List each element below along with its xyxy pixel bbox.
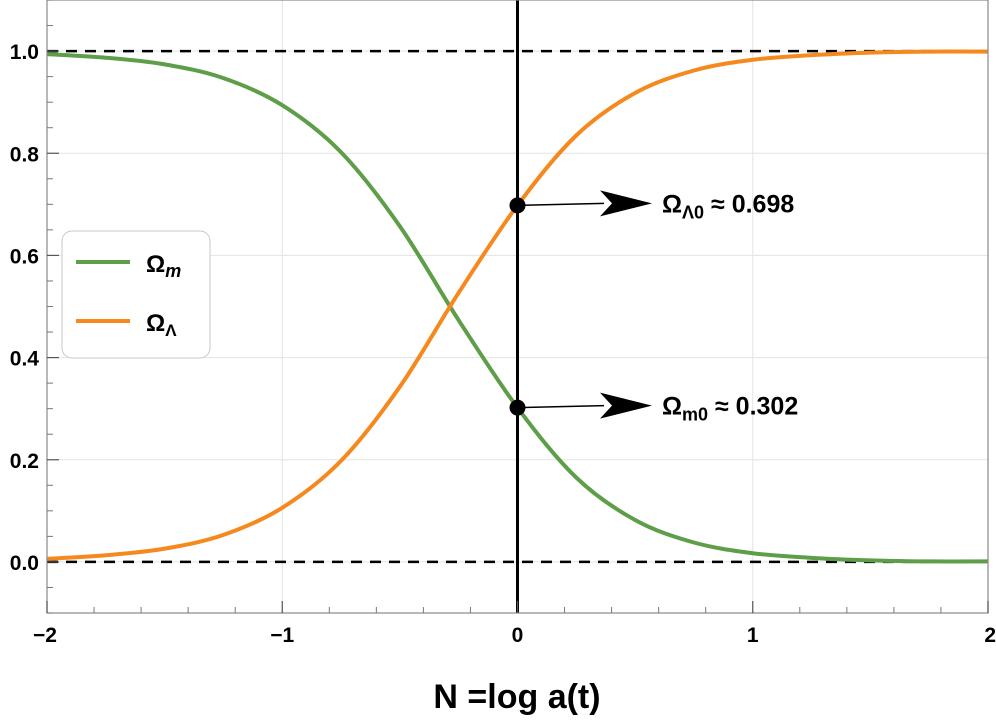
tick-labels: −2 −1 0 1 2 0.0 0.2 0.4 0.6 0.8 1.0 [10,41,996,647]
x-tick-label: 2 [984,624,996,647]
y-tick-label: 0.2 [10,450,39,473]
y-tick-label: 0.4 [10,348,40,371]
annotation-arrow-head [600,190,652,217]
x-axis-title: N =log a(t) [433,678,600,716]
x-tick-label: 1 [747,624,759,647]
series-layer [46,49,989,564]
legend-box [61,230,211,359]
annotation-arrow-head [600,392,652,419]
y-tick-label: 1.0 [10,41,39,64]
series-line-omega-m [46,52,989,564]
annotation-arrow-shaft [517,404,605,409]
y-tick-label: 0.8 [10,143,40,166]
x-tick-label: −2 [33,624,57,647]
annotation-layer: ΩΛ0 ≈ 0.698 Ωm0 ≈ 0.302 [509,190,798,425]
y-tick-label: 0.6 [10,245,39,268]
tick-marks [46,0,989,614]
annotation-omega-lambda0: ΩΛ0 ≈ 0.698 [662,190,794,222]
annotation-omega-m0: Ωm0 ≈ 0.302 [662,393,798,425]
annotation-point [509,197,526,214]
x-tick-label: 0 [512,624,524,647]
legend-label-omega-lambda: ΩΛ [146,310,177,340]
reference-lines [47,0,988,613]
annotation-arrow-shaft [517,202,605,207]
y-tick-label: 0.0 [10,552,39,575]
series-line-omega-lambda [46,49,989,561]
annotation-point [509,399,526,416]
legend-label-omega-m: Ωm [146,251,181,281]
x-tick-label: −1 [270,624,294,647]
legend: Ωm ΩΛ [61,230,211,359]
